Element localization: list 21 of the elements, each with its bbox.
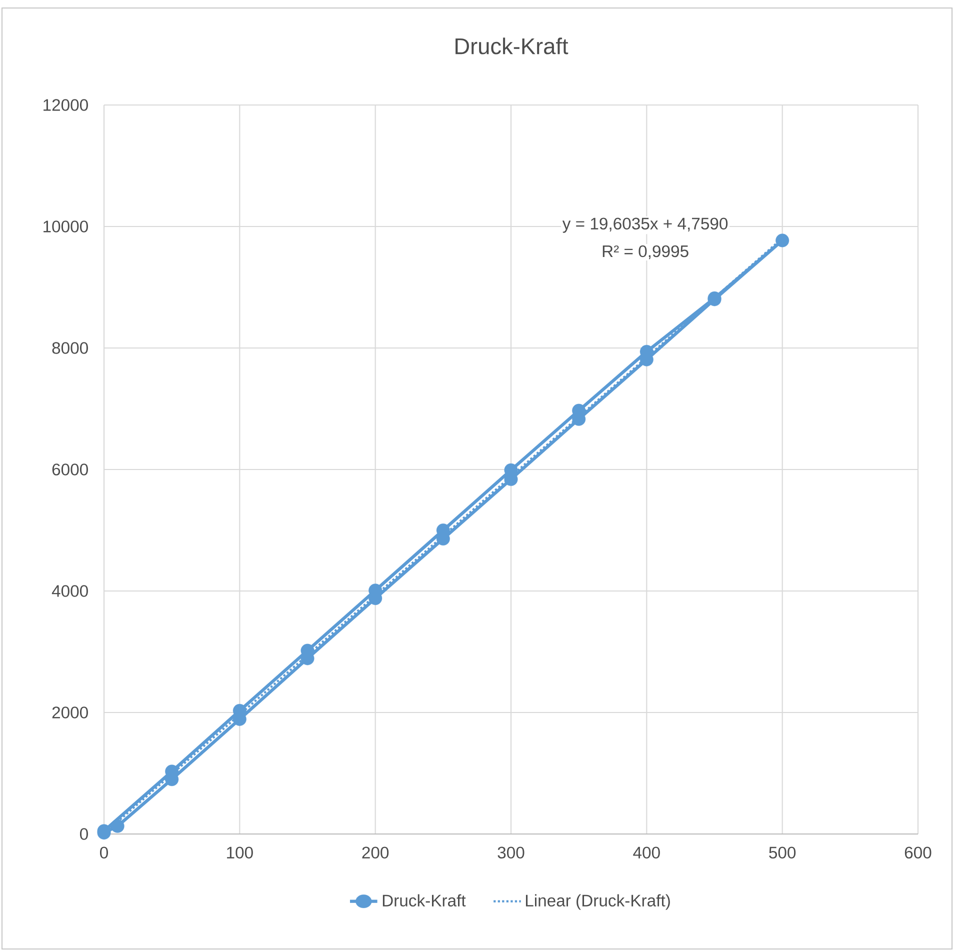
y-tick-label: 6000 xyxy=(52,464,88,476)
x-tick-label: 200 xyxy=(362,846,389,859)
y-tick-label: 8000 xyxy=(52,342,88,354)
legend-label: Druck-Kraft xyxy=(382,894,466,907)
x-tick-label: 600 xyxy=(904,846,932,859)
annotation: y = 19,6035x + 4,7590 xyxy=(562,218,728,233)
x-tick-label: 100 xyxy=(227,846,253,859)
x-tick-label: 0 xyxy=(100,846,108,859)
point xyxy=(776,234,790,248)
x-tick-label: 300 xyxy=(498,846,524,859)
y-tick-label: 0 xyxy=(80,828,88,840)
point xyxy=(110,819,124,833)
annotation: R² = 0,9995 xyxy=(602,245,688,260)
y-tick-label: 2000 xyxy=(52,706,88,718)
x-tick-label: 400 xyxy=(633,846,660,859)
legend-label: Linear (Druck-Kraft) xyxy=(526,894,670,910)
y-tick-label: 10000 xyxy=(44,220,88,232)
y-tick-label: 4000 xyxy=(52,585,88,597)
chart-title: Druck-Kraft xyxy=(456,38,568,54)
x-tick-label: 500 xyxy=(769,846,796,859)
y-tick-label: 12000 xyxy=(44,99,88,111)
